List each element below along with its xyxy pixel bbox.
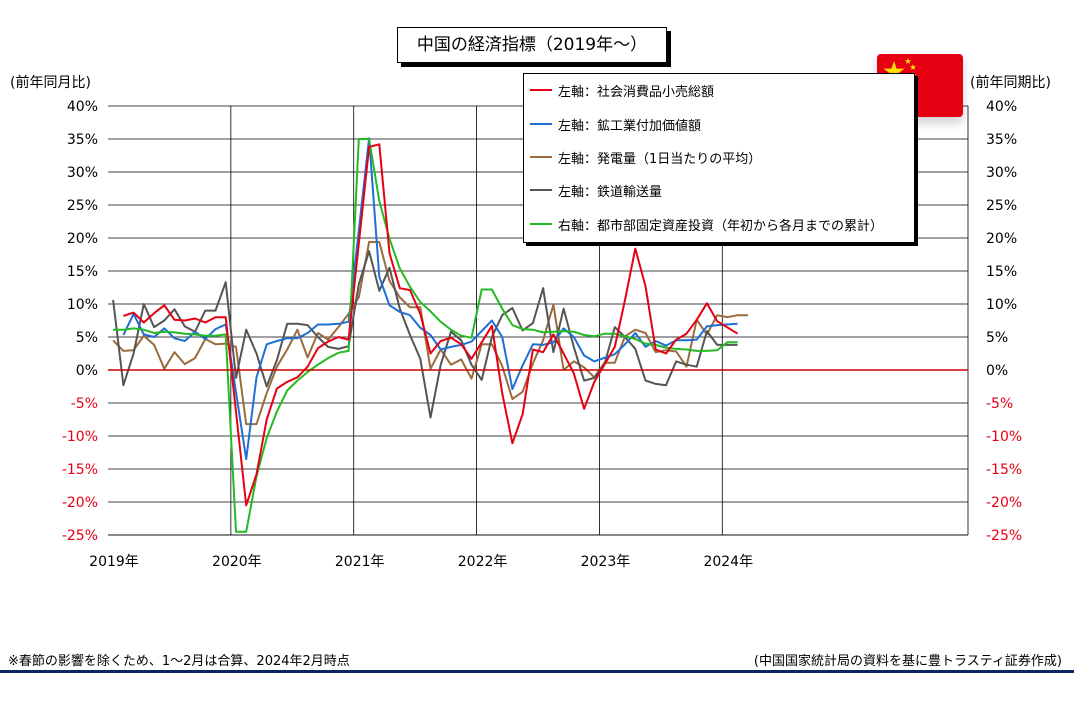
y-tick-label-right: -5% (986, 396, 1013, 412)
left-y-axis: 40% 35% 30% 25% 20% 15% 10% 5% 0% -5% -10% -15% -20%… (62, 99, 98, 544)
y-tick-label-left: -20% (62, 495, 98, 511)
x-tick-label: 2022年 (458, 554, 508, 570)
chart-series (108, 137, 968, 533)
y-tick-label-right: 30% (986, 165, 1017, 181)
x-tick-label: 2021年 (335, 554, 385, 570)
legend-item-rail: 左軸：鉄道輸送量 (530, 180, 662, 200)
source-note: (中国国家統計局の資料を基に豊トラスティ証券作成) (753, 654, 1062, 669)
y-tick-label-left: 5% (76, 330, 98, 346)
legend-label-power: 左軸：発電量（1日当たりの平均） (558, 151, 762, 167)
y-tick-label-right: 25% (986, 198, 1017, 214)
y-tick-label-right: 0% (986, 363, 1008, 379)
legend-swatch-fai (530, 223, 552, 225)
legend-label-rail: 左軸：鉄道輸送量 (558, 184, 663, 200)
y-tick-label-right: -15% (986, 462, 1022, 478)
series-line-power (112, 241, 748, 426)
y-tick-label-left: 30% (67, 165, 98, 181)
series-line-rail (112, 250, 738, 419)
x-tick-label: 2023年 (581, 554, 631, 570)
legend-swatch-retail (530, 89, 552, 91)
y-tick-label-right: -25% (986, 528, 1022, 544)
y-tick-label-left: 0% (76, 363, 98, 379)
left-axis-unit: (前年同月比) (10, 75, 91, 91)
chart-title: 中国の経済指標（2019年～） (397, 27, 667, 63)
series-line-fai (113, 138, 738, 533)
legend-item-retail: 左軸：社会消費品小売総額 (530, 80, 714, 100)
legend-label-retail: 左軸：社会消費品小売総額 (558, 84, 715, 100)
legend-swatch-rail (530, 189, 552, 191)
y-tick-label-left: 40% (67, 99, 98, 115)
legend-item-fai: 右軸：都市部固定資産投資（年初から各月までの累計） (530, 214, 883, 234)
bottom-divider (0, 670, 1074, 673)
y-tick-label-right: 35% (986, 132, 1017, 148)
y-tick-label-left: -10% (62, 429, 98, 445)
y-tick-label-left: 20% (67, 231, 98, 247)
y-tick-label-left: -15% (62, 462, 98, 478)
y-tick-label-right: -20% (986, 495, 1022, 511)
series-line-retail (123, 143, 739, 507)
legend-item-industrial: 左軸：鉱工業付加価値額 (530, 114, 701, 134)
right-axis-unit: (前年同期比) (970, 75, 1051, 91)
y-tick-label-right: 20% (986, 231, 1017, 247)
y-tick-label-right: 15% (986, 264, 1017, 280)
y-tick-label-right: -10% (986, 429, 1022, 445)
x-tick-label: 2024年 (703, 554, 753, 570)
y-tick-label-left: -25% (62, 528, 98, 544)
chart-legend: 左軸：社会消費品小売総額 左軸：鉱工業付加価値額 左軸：発電量（1日当たりの平均… (523, 73, 915, 243)
legend-swatch-industrial (530, 123, 552, 125)
x-tick-label: 2020年 (212, 554, 262, 570)
y-tick-label-right: 40% (986, 99, 1017, 115)
x-tick-label: 2019年 (89, 554, 139, 570)
right-y-axis: 40% 35% 30% 25% 20% 15% 10% 5% 0% -5% -10% -15% -20%… (986, 99, 1022, 544)
footnote: ※春節の影響を除くため、1～2月は合算、2024年2月時点 (8, 654, 350, 669)
y-tick-label-left: 35% (67, 132, 98, 148)
legend-item-power: 左軸：発電量（1日当たりの平均） (530, 147, 761, 167)
legend-label-industrial: 左軸：鉱工業付加価値額 (558, 118, 702, 134)
x-axis: 2019年 2020年 2021年 2022年 2023年 2024年 (89, 554, 753, 570)
y-tick-label-left: 10% (67, 297, 98, 313)
y-tick-label-left: 25% (67, 198, 98, 214)
legend-label-fai: 右軸：都市部固定資産投資（年初から各月までの累計） (558, 218, 884, 234)
y-tick-label-right: 5% (986, 330, 1008, 346)
y-tick-label-left: -5% (71, 396, 98, 412)
y-tick-label-right: 10% (986, 297, 1017, 313)
y-tick-label-left: 15% (67, 264, 98, 280)
legend-swatch-power (530, 156, 552, 158)
